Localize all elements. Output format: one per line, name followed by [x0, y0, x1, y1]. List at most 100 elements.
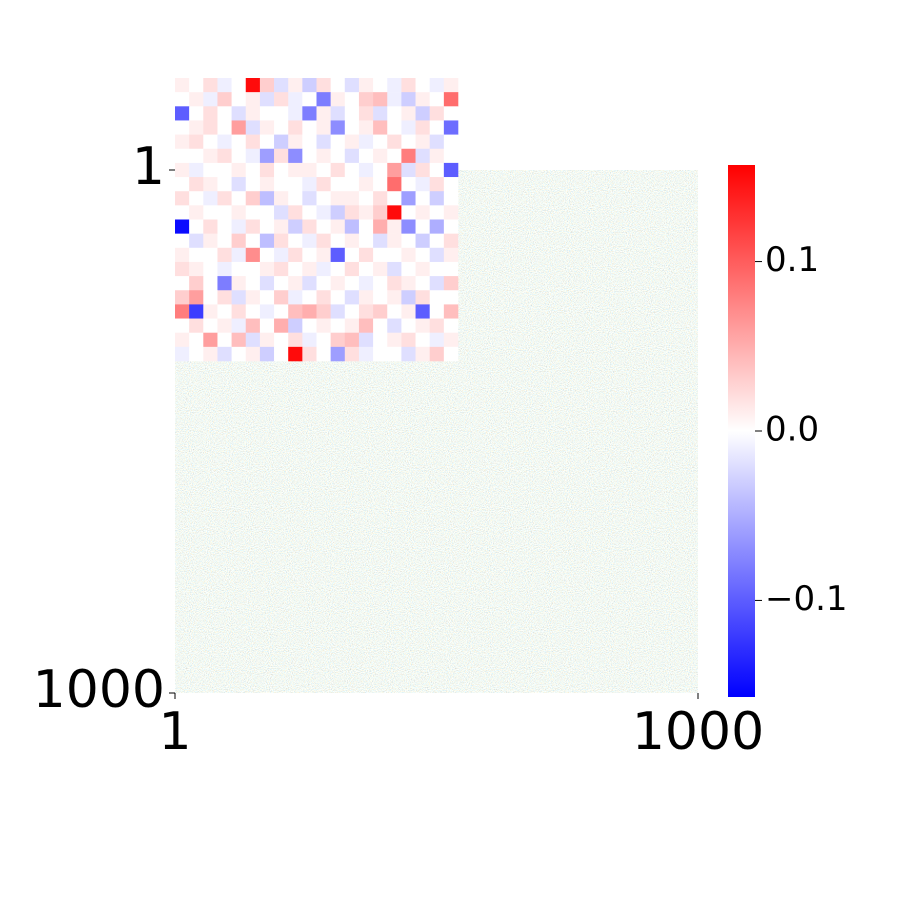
- inset-cell: [288, 134, 303, 150]
- inset-cell: [231, 162, 247, 178]
- inset-cell: [245, 191, 261, 206]
- inset-cell: [274, 148, 289, 164]
- inset-cell: [443, 148, 459, 164]
- inset-cell: [387, 247, 402, 263]
- inset-cell: [415, 162, 430, 178]
- inset-cell: [245, 92, 261, 107]
- inset-cell: [443, 346, 459, 362]
- inset-cell: [344, 106, 360, 121]
- inset-cell: [415, 219, 430, 234]
- inset-cell: [217, 177, 232, 192]
- inset-cell: [175, 332, 190, 348]
- inset-cell: [189, 261, 204, 277]
- inset-cell: [443, 318, 459, 333]
- inset-cell: [245, 177, 261, 192]
- inset-cell: [302, 78, 317, 93]
- inset-cell: [302, 318, 317, 333]
- inset-cell: [401, 191, 416, 206]
- inset-cell: [373, 233, 388, 249]
- inset-cell: [245, 346, 261, 362]
- inset-cell: [259, 120, 275, 135]
- inset-cell: [274, 191, 289, 206]
- inset-cell: [330, 318, 346, 333]
- inset-cell: [274, 276, 289, 291]
- inset-cell: [330, 177, 346, 192]
- inset-cell: [316, 276, 331, 291]
- inset-cell: [316, 261, 331, 277]
- inset-cell: [274, 332, 289, 348]
- inset-cell: [274, 162, 289, 178]
- inset-cell: [274, 120, 289, 135]
- inset-cell: [358, 205, 374, 220]
- inset-cell: [358, 162, 374, 178]
- inset-cell: [443, 120, 459, 135]
- inset-cell: [316, 318, 331, 333]
- inset-cell: [259, 106, 275, 121]
- inset-cell: [189, 191, 204, 206]
- inset-cell: [217, 134, 232, 150]
- inset-cell: [330, 290, 346, 305]
- inset-cell: [274, 177, 289, 192]
- inset-cell: [245, 318, 261, 333]
- inset-cell: [344, 205, 360, 220]
- inset-cell: [288, 318, 303, 333]
- inset-cell: [203, 106, 218, 121]
- inset-cell: [302, 162, 317, 178]
- inset-cell: [429, 304, 445, 319]
- inset-cell: [217, 162, 232, 178]
- inset-cell: [387, 134, 402, 150]
- inset-cell: [401, 106, 416, 121]
- inset-cell: [189, 205, 204, 220]
- inset-cell: [231, 191, 247, 206]
- inset-cell: [302, 148, 317, 164]
- inset-cell: [231, 205, 247, 220]
- inset-cell: [373, 177, 388, 192]
- inset-cell: [316, 219, 331, 234]
- inset-cell: [316, 134, 331, 150]
- inset-cell: [429, 261, 445, 277]
- inset-cell: [189, 134, 204, 150]
- inset-cell: [245, 219, 261, 234]
- inset-cell: [415, 318, 430, 333]
- inset-cell: [217, 92, 232, 107]
- inset-cell: [401, 148, 416, 164]
- inset-cell: [274, 290, 289, 305]
- inset-cell: [443, 205, 459, 220]
- inset-cell: [288, 191, 303, 206]
- inset-cell: [358, 276, 374, 291]
- inset-cell: [189, 162, 204, 178]
- inset-cell: [175, 233, 190, 249]
- inset-cell: [288, 332, 303, 348]
- inset-cell: [245, 261, 261, 277]
- inset-cell: [217, 304, 232, 319]
- inset-cell: [373, 290, 388, 305]
- inset-cell: [175, 134, 190, 150]
- inset-cell: [302, 346, 317, 362]
- inset-cell: [203, 134, 218, 150]
- inset-cell: [203, 120, 218, 135]
- inset-cell: [330, 233, 346, 249]
- inset-cell: [203, 148, 218, 164]
- inset-cell: [330, 219, 346, 234]
- inset-cell: [189, 219, 204, 234]
- inset-cell: [189, 332, 204, 348]
- inset-cell: [316, 78, 331, 93]
- inset-cell: [358, 219, 374, 234]
- inset-cell: [288, 92, 303, 107]
- colorbar-tick-label: 0.1: [765, 240, 819, 280]
- inset-cell: [231, 290, 247, 305]
- inset-cell: [415, 205, 430, 220]
- inset-cell: [358, 78, 374, 93]
- inset-cell: [401, 332, 416, 348]
- inset-cell: [217, 276, 232, 291]
- inset-cell: [429, 318, 445, 333]
- inset-cell: [189, 290, 204, 305]
- inset-cell: [245, 290, 261, 305]
- inset-cell: [259, 219, 275, 234]
- inset-cell: [344, 332, 360, 348]
- inset-cell: [415, 261, 430, 277]
- inset-cell: [231, 148, 247, 164]
- inset-cell: [175, 304, 190, 319]
- inset-cell: [330, 304, 346, 319]
- inset-cell: [274, 318, 289, 333]
